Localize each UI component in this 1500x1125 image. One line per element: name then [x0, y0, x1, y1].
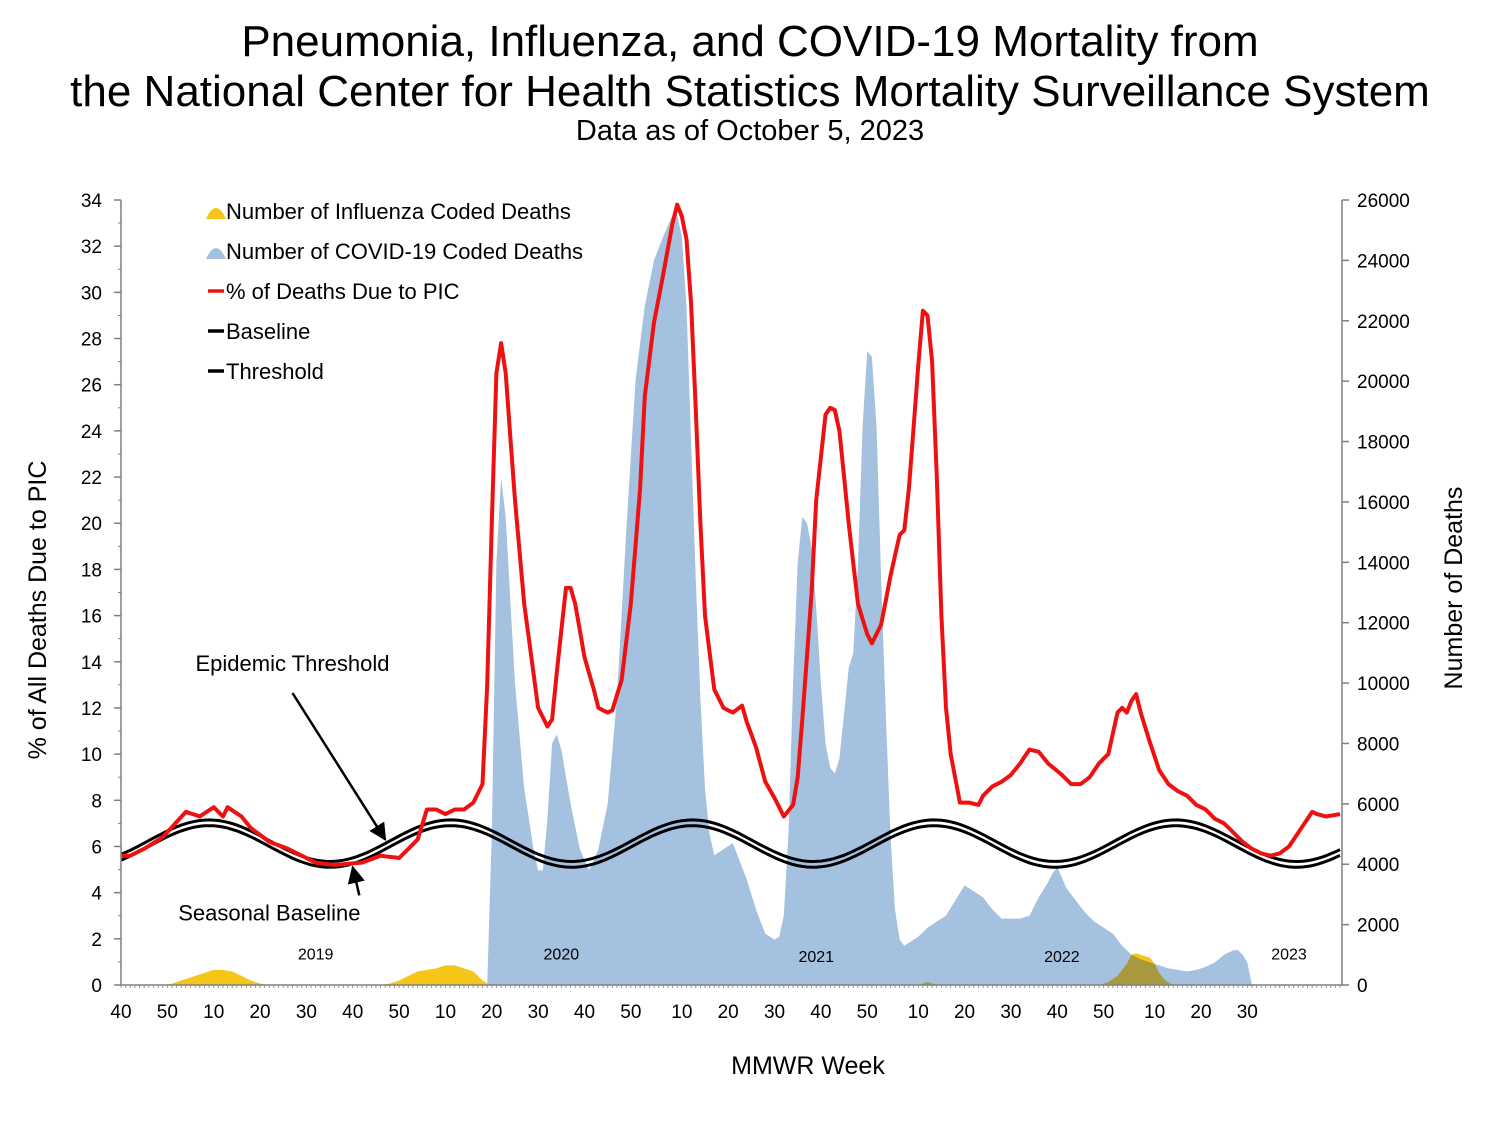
x-tick-label: 30	[528, 1002, 549, 1023]
chart-title-line-2: the National Center for Health Statistic…	[70, 67, 1430, 116]
influenza-deaths-area	[121, 953, 1340, 985]
legend-label: Baseline	[226, 319, 310, 344]
x-tick-label: 40	[110, 1002, 131, 1023]
right-tick-label: 22000	[1357, 312, 1410, 333]
right-tick-label: 8000	[1357, 734, 1399, 755]
x-tick-label: 40	[1047, 1002, 1068, 1023]
left-tick-label: 10	[81, 745, 102, 766]
legend-label: Number of Influenza Coded Deaths	[226, 199, 571, 224]
x-tick-label: 50	[857, 1002, 878, 1023]
left-tick-label: 4	[91, 884, 102, 905]
legend-swatch-area	[206, 208, 226, 219]
x-tick-label: 50	[389, 1002, 410, 1023]
left-tick-label: 32	[81, 237, 102, 258]
annotation-text: Epidemic Threshold	[195, 651, 389, 676]
right-tick-label: 2000	[1357, 916, 1399, 937]
left-tick-label: 28	[81, 330, 102, 351]
x-tick-label: 10	[908, 1002, 929, 1023]
x-tick-label: 40	[342, 1002, 363, 1023]
left-tick-label: 24	[81, 422, 103, 443]
x-tick-label: 30	[764, 1002, 785, 1023]
epidemic-threshold-line	[120, 818, 1341, 864]
chart-title-line-1: Pneumonia, Influenza, and COVID-19 Morta…	[241, 17, 1259, 66]
legend-label: Threshold	[226, 359, 324, 384]
x-tick-label: 20	[718, 1002, 739, 1023]
right-tick-label: 26000	[1357, 191, 1410, 212]
right-tick-label: 12000	[1357, 614, 1410, 635]
year-label: 2020	[544, 947, 580, 964]
annotation-arrow	[291, 692, 387, 842]
x-tick-label: 30	[1237, 1002, 1258, 1023]
pic-percent-line	[121, 202, 1341, 867]
x-tick-label: 20	[954, 1002, 975, 1023]
year-label: 2021	[798, 949, 834, 966]
year-label: 2022	[1044, 949, 1080, 966]
left-tick-label: 18	[81, 560, 102, 581]
x-tick-label: 50	[157, 1002, 178, 1023]
right-tick-label: 16000	[1357, 493, 1410, 514]
x-axis-title: MMWR Week	[731, 1052, 885, 1080]
x-tick-label: 20	[1190, 1002, 1211, 1023]
x-tick-label: 10	[671, 1002, 692, 1023]
left-tick-label: 14	[81, 653, 103, 674]
left-tick-label: 34	[81, 191, 103, 212]
left-tick-label: 2	[91, 930, 102, 951]
right-tick-label: 10000	[1357, 674, 1410, 695]
x-tick-label: 40	[810, 1002, 831, 1023]
left-axis-title: % of All Deaths Due to PIC	[24, 461, 52, 760]
right-tick-label: 0	[1357, 976, 1368, 997]
x-tick-label: 20	[249, 1002, 270, 1023]
x-tick-label: 50	[1093, 1002, 1114, 1023]
legend-label: % of Deaths Due to PIC	[226, 279, 460, 304]
x-tick-label: 40	[574, 1002, 595, 1023]
right-tick-label: 20000	[1357, 372, 1410, 393]
legend-swatch-area	[206, 248, 226, 259]
x-tick-label: 20	[481, 1002, 502, 1023]
legend-label: Number of COVID-19 Coded Deaths	[226, 239, 583, 264]
left-tick-label: 16	[81, 607, 102, 628]
left-tick-label: 0	[91, 976, 102, 997]
right-tick-label: 6000	[1357, 795, 1399, 816]
annotation-text: Seasonal Baseline	[178, 900, 360, 925]
left-tick-label: 12	[81, 699, 102, 720]
x-tick-label: 30	[1000, 1002, 1021, 1023]
year-label: 2019	[298, 947, 334, 964]
left-tick-label: 8	[91, 791, 102, 812]
left-tick-label: 26	[81, 376, 102, 397]
right-tick-label: 4000	[1357, 855, 1399, 876]
seasonal-baseline-line	[120, 824, 1341, 869]
x-tick-label: 30	[296, 1002, 317, 1023]
left-tick-label: 20	[81, 514, 102, 535]
x-tick-label: 50	[620, 1002, 641, 1023]
left-tick-label: 6	[91, 837, 102, 858]
right-tick-label: 24000	[1357, 251, 1410, 272]
x-tick-label: 10	[203, 1002, 224, 1023]
x-tick-label: 10	[1144, 1002, 1165, 1023]
year-label: 2023	[1271, 947, 1307, 964]
left-tick-label: 22	[81, 468, 102, 489]
right-tick-label: 18000	[1357, 433, 1410, 454]
chart-subtitle: Data as of October 5, 2023	[575, 115, 925, 147]
right-axis-title: Number of Deaths	[1440, 487, 1468, 690]
annotation-arrow	[347, 865, 365, 896]
left-tick-label: 30	[81, 283, 102, 304]
right-tick-label: 14000	[1357, 553, 1410, 574]
x-tick-label: 10	[435, 1002, 456, 1023]
